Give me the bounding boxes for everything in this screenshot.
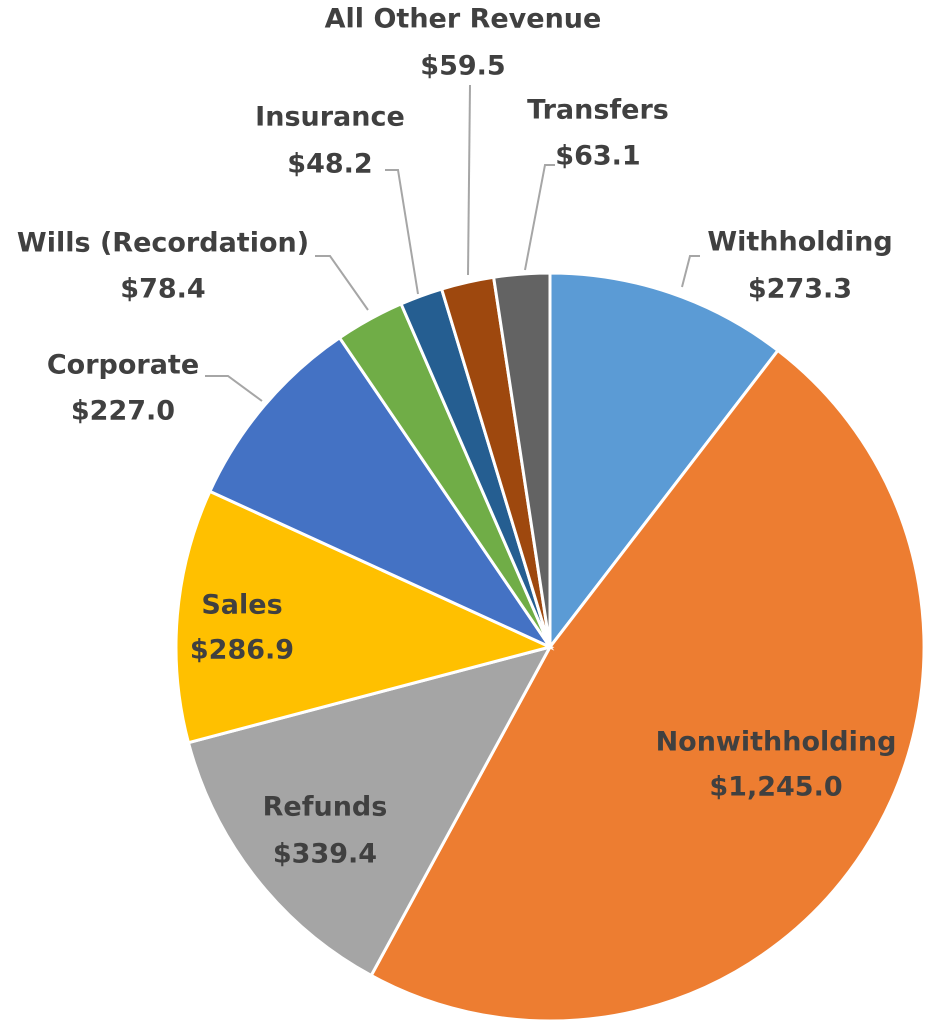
- value-label: $78.4: [120, 274, 205, 305]
- pie-slice: [174, 489, 555, 745]
- leader-line: [205, 375, 263, 402]
- pie-slice: [491, 271, 552, 648]
- pie-slice: [186, 644, 553, 978]
- leader-line: [524, 164, 555, 271]
- leader-line: [681, 255, 700, 288]
- pie-slice: [207, 335, 555, 651]
- value-label: $286.9: [190, 635, 294, 666]
- slice-label: Insurance: [255, 102, 405, 133]
- slice-label: Transfers: [527, 95, 669, 126]
- pie-slice: [369, 348, 926, 1023]
- slice-label: Corporate: [47, 350, 199, 381]
- leader-line: [315, 255, 369, 311]
- value-label: $339.4: [273, 839, 377, 870]
- pie-slice: [548, 271, 780, 652]
- slice-label: Withholding: [707, 227, 892, 258]
- leader-line: [385, 169, 419, 295]
- value-label: $227.0: [71, 396, 175, 427]
- slice-label: All Other Revenue: [325, 4, 602, 35]
- slice-label: Wills (Recordation): [17, 228, 309, 259]
- slice-label: Nonwithholding: [656, 727, 897, 758]
- value-label: $48.2: [287, 149, 372, 180]
- slice-label: Refunds: [263, 792, 388, 823]
- leader-line: [467, 84, 471, 276]
- value-label: $1,245.0: [709, 772, 842, 803]
- slice-label: Sales: [201, 590, 282, 621]
- value-label: $273.3: [748, 274, 852, 305]
- value-label: $63.1: [555, 141, 640, 172]
- value-label: $59.5: [420, 51, 505, 82]
